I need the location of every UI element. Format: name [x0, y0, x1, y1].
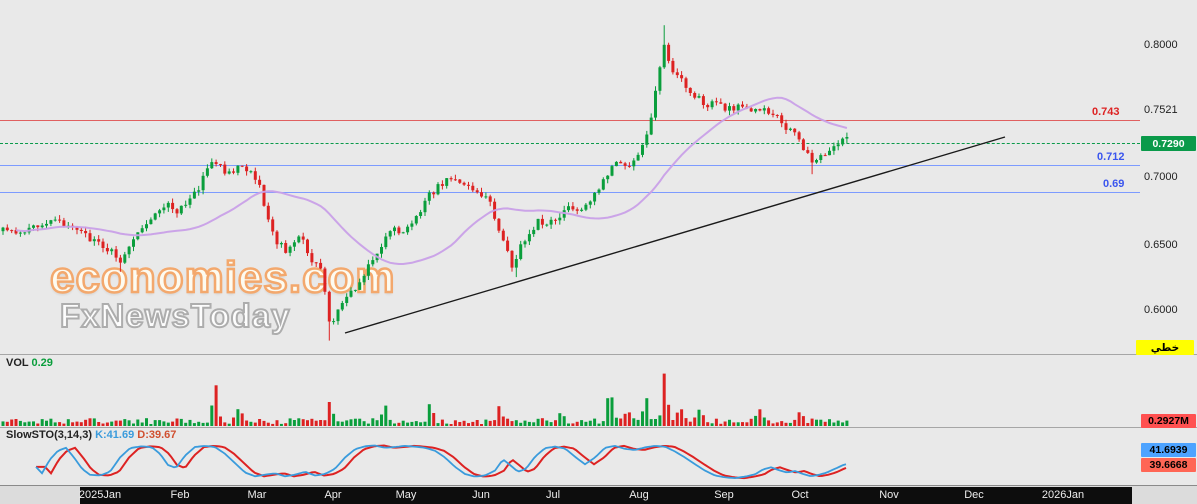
sto-panel-separator — [0, 427, 1197, 428]
month-label: 2026Jan — [1041, 489, 1085, 501]
price-axis-label: 0.7521 — [1144, 104, 1178, 116]
sto-k-badge: 41.6939 — [1141, 443, 1196, 457]
month-label: Nov — [879, 489, 899, 501]
month-label: Oct — [791, 489, 809, 501]
level-line-0.743[interactable] — [0, 120, 1140, 121]
volume-value-badge: 0.2927M — [1141, 414, 1196, 428]
sto-label-text: SlowSTO(3,14,3) — [6, 429, 92, 441]
month-label: May — [395, 489, 417, 501]
level-label: 0.743 — [1092, 106, 1120, 118]
time-axis-row: 2025Jan Feb Mar Apr May Jun Jul Aug Sep Oct Nov Dec… — [0, 485, 1197, 504]
price-axis-label: 0.6500 — [1144, 239, 1178, 251]
last-price-badge: 0.7290 — [1141, 136, 1196, 151]
level-line-0.712[interactable] — [0, 165, 1140, 166]
level-label: 0.69 — [1103, 178, 1125, 190]
month-label: Dec — [964, 489, 984, 501]
month-label: Aug — [629, 489, 649, 501]
price-axis-label: 0.6000 — [1144, 304, 1178, 316]
sto-k-value: K:41.69 — [95, 429, 135, 441]
level-label: 0.712 — [1097, 151, 1125, 163]
chart-canvas[interactable] — [0, 0, 1197, 486]
sto-d-badge: 39.6668 — [1141, 458, 1196, 472]
volume-panel-separator — [0, 354, 1197, 355]
volume-value: 0.29 — [31, 357, 53, 369]
month-label: 2025Jan — [78, 489, 122, 501]
level-line-0.7290[interactable] — [0, 143, 1140, 144]
volume-label-text: VOL — [6, 357, 29, 369]
month-label: Feb — [170, 489, 190, 501]
sto-d-value: D:39.67 — [137, 429, 177, 441]
scale-type-badge[interactable]: خطي — [1136, 340, 1194, 355]
level-line-0.69[interactable] — [0, 192, 1140, 193]
price-axis-label: 0.8000 — [1144, 39, 1178, 51]
month-label: Mar — [247, 489, 267, 501]
time-axis[interactable]: 2025Jan Feb Mar Apr May Jun Jul Aug Sep Oct Nov Dec… — [78, 487, 1132, 504]
price-axis-label: 0.7000 — [1144, 171, 1178, 183]
month-label: Jun — [472, 489, 490, 501]
month-label: Sep — [714, 489, 734, 501]
month-label: Apr — [324, 489, 342, 501]
month-label: Jul — [545, 489, 561, 501]
sto-label: SlowSTO(3,14,3) K:41.69 D:39.67 — [6, 429, 176, 441]
volume-label: VOL 0.29 — [6, 357, 53, 369]
